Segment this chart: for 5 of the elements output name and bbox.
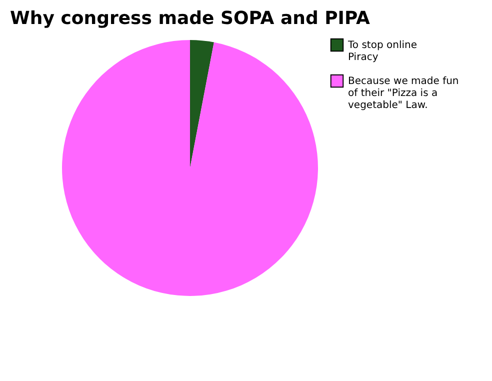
legend-label: To stop online Piracy (347, 40, 417, 63)
legend-label: Because we made fun of their "Pizza is a vegetable" Law. (348, 76, 459, 111)
chart-title: Why congress made SOPA and PIPA (10, 8, 370, 29)
pie-slice (62, 40, 318, 296)
pie-slice (190, 40, 214, 168)
